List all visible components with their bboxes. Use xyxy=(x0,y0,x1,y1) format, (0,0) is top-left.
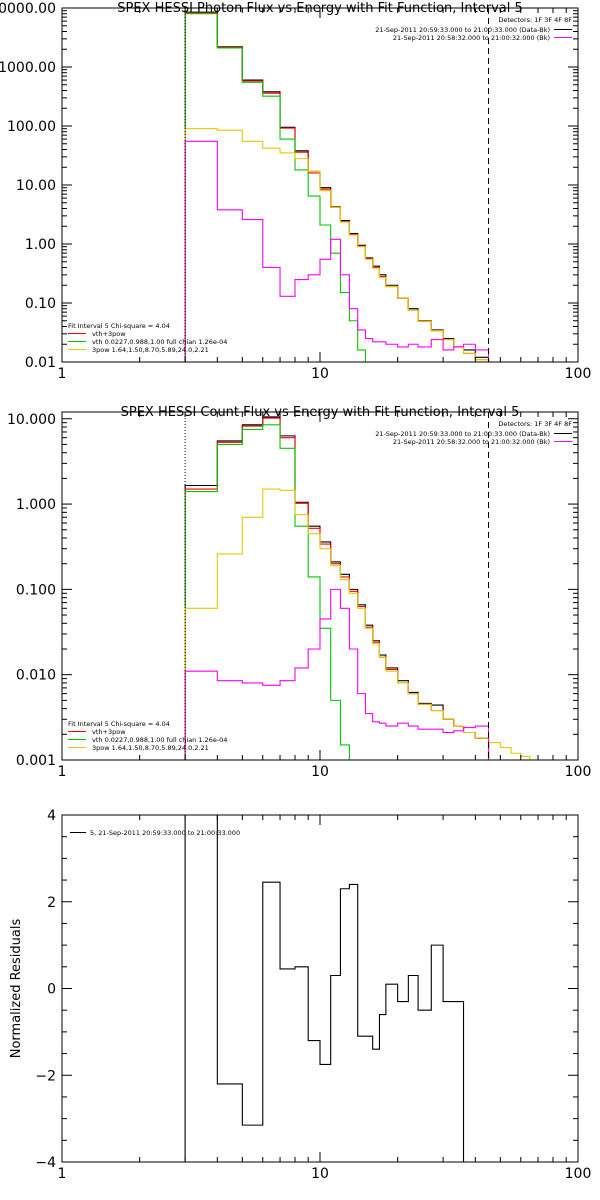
legend-entry-label: 21-Sep-2011 20:58:32.000 to 21:00:32.000… xyxy=(393,34,550,42)
y-tick-label: −2 xyxy=(35,1068,56,1084)
series-group xyxy=(184,11,490,362)
x-tick-label: 100 xyxy=(565,366,592,382)
series-group xyxy=(184,416,539,760)
legend-entry-label: 5, 21-Sep-2011 20:59:33.000 to 21:00:33.… xyxy=(90,829,240,837)
chart-panel-2: 1 10 100 0.001 0.010 0.100 1.000 10.000 SPEX HES… xyxy=(7,405,591,780)
legend-entry-label: vth+3pow xyxy=(92,728,126,736)
series-line-4 xyxy=(184,128,490,362)
y-tick-label: −4 xyxy=(35,1155,56,1171)
y-tick-label: 0 xyxy=(47,982,56,998)
y-tick-label: 100.00 xyxy=(7,119,56,135)
legend-entry-label: 3pow 1.64,1.50,8.70,5.89,24.0,2.21 xyxy=(92,346,209,354)
chart-title: SPEX HESSI Count Flux vs Energy with Fit… xyxy=(121,405,520,420)
series-line-4 xyxy=(184,488,539,760)
y-tick-label: 1.00 xyxy=(25,237,56,253)
y-tick-label: 0.001 xyxy=(16,753,56,769)
fit-interval-label: Fit Interval 5 Chi-square = 4.04 xyxy=(68,720,170,728)
x-tick-label: 100 xyxy=(565,1166,592,1182)
legend-entry-label: 21-Sep-2011 20:59:33.000 to 21:00:33.000… xyxy=(375,430,550,438)
series-line-1 xyxy=(184,11,490,362)
x-tick-label: 100 xyxy=(565,764,592,780)
x-tick-label: 10 xyxy=(311,764,329,780)
x-tick-label: 10 xyxy=(311,1166,329,1182)
fit-interval-label: Fit Interval 5 Chi-square = 4.04 xyxy=(68,322,170,330)
legend-entry-label: 3pow 1.64,1.50,8.70,5.89,24.0,2.21 xyxy=(92,744,209,752)
x-tick-label: 1 xyxy=(58,1166,67,1182)
y-tick-label: 10000.00 xyxy=(0,1,56,17)
y-axis-label: Normalized Residuals xyxy=(9,919,24,1059)
series-line-5 xyxy=(184,140,490,362)
detectors-label: Detectors: 1F 3F 4F 8F xyxy=(498,16,572,24)
chart-panel-1: 1 10 100 0.01 0.10 1.00 10.00 100.00 1000.00 1000… xyxy=(0,1,591,382)
detectors-label: Detectors: 1F 3F 4F 8F xyxy=(498,420,572,428)
y-tick-label: 0.010 xyxy=(16,668,56,684)
y-tick-label: 2 xyxy=(47,895,56,911)
x-tick-label: 10 xyxy=(311,366,329,382)
legend-entry-label: vth+3pow xyxy=(92,330,126,338)
y-tick-label: 0.01 xyxy=(25,355,56,371)
plot-frame xyxy=(61,814,579,1163)
y-tick-label: 10.000 xyxy=(7,412,56,428)
y-tick-label: 0.100 xyxy=(16,582,56,598)
y-tick-label: 1.000 xyxy=(16,497,56,513)
x-tick-label: 1 xyxy=(58,366,67,382)
chart-panel-3: 1 10 100 −4 −2 0 2 4 Normalized Residuals 5, 21-S… xyxy=(9,808,592,1182)
series-line-1 xyxy=(184,815,465,1162)
series-line-5 xyxy=(184,588,490,760)
x-tick-label: 1 xyxy=(58,764,67,780)
legend-entry-label: 21-Sep-2011 20:59:33.000 to 21:00:33.000… xyxy=(375,26,550,34)
series-line-2 xyxy=(184,12,490,362)
y-tick-label: 0.10 xyxy=(25,296,56,312)
legend-entry-label: vth 0.0227,0.988,1.00 full chian 1.26e-0… xyxy=(92,736,227,744)
legend-entry-label: vth 0.0227,0.988,1.00 full chian 1.26e-0… xyxy=(92,338,227,346)
series-group xyxy=(184,815,465,1162)
y-tick-label: 1000.00 xyxy=(0,60,56,76)
y-tick-label: 4 xyxy=(47,808,56,824)
legend-entry-label: 21-Sep-2011 20:58:32.000 to 21:00:32.000… xyxy=(393,438,550,446)
series-line-3 xyxy=(184,424,359,760)
chart-title: SPEX HESSI Photon Flux vs Energy with Fi… xyxy=(117,1,523,16)
y-tick-label: 10.00 xyxy=(16,178,56,194)
series-line-3 xyxy=(184,13,366,362)
